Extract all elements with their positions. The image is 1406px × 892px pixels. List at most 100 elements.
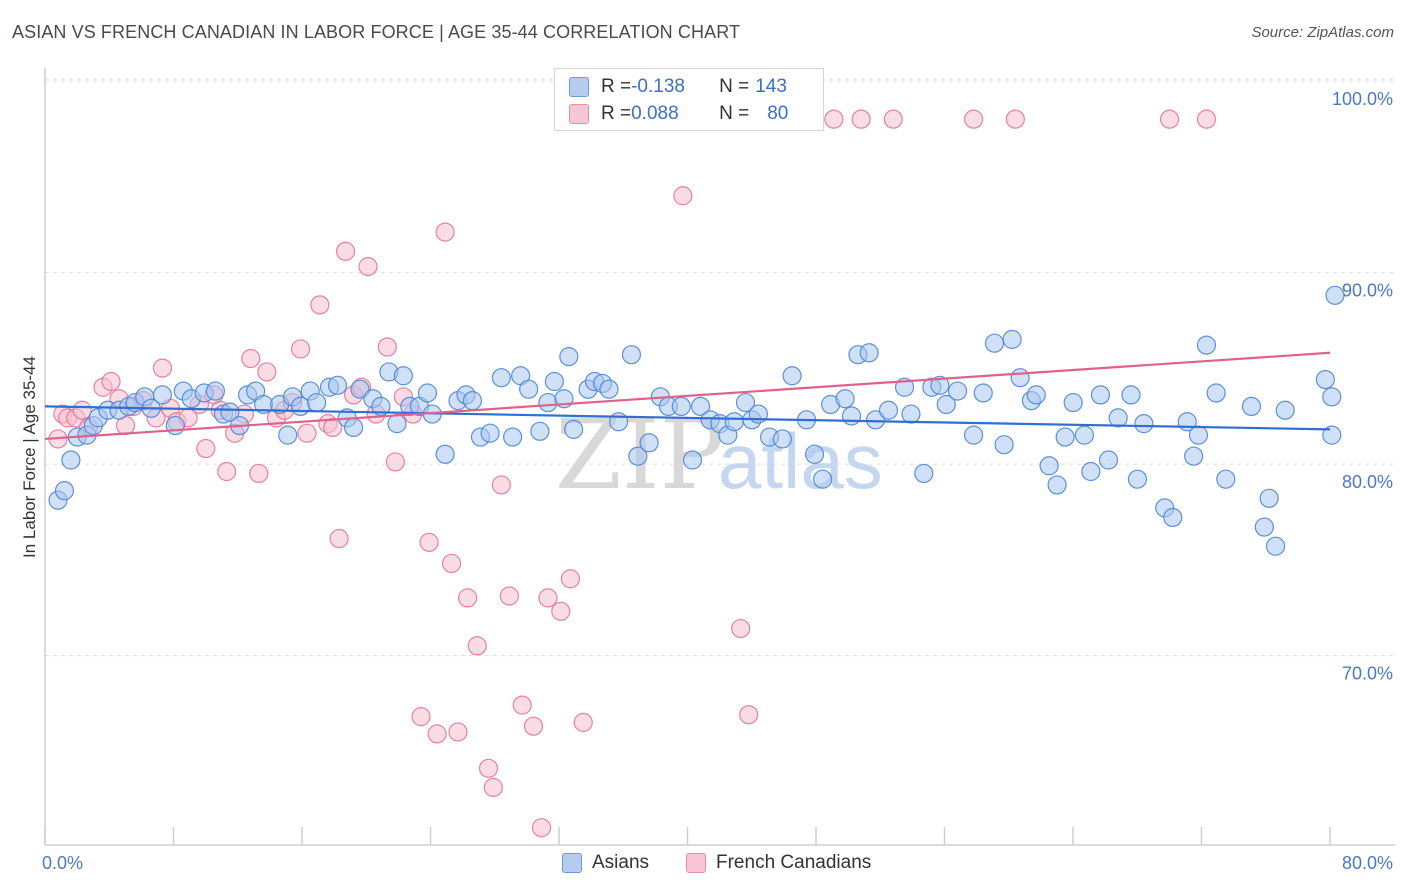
asian-point — [544, 371, 564, 392]
y-tick-label: 90.0% — [1342, 281, 1393, 301]
asian-point — [682, 450, 703, 470]
asian-point — [1090, 385, 1111, 405]
french-canadian-point — [739, 705, 759, 725]
asian-point — [930, 375, 950, 395]
french-canadian-point — [329, 528, 349, 549]
asian-point — [1074, 425, 1095, 445]
french-canadian-point — [673, 186, 693, 206]
asian-point — [735, 392, 756, 413]
asian-point — [1322, 387, 1342, 407]
bottom-legend-asians: Asians — [562, 852, 649, 874]
asian-point — [878, 400, 899, 420]
french-canadian-point — [427, 724, 447, 744]
asian-point — [435, 444, 455, 464]
asian-point — [538, 392, 558, 413]
asian-point — [1259, 488, 1279, 508]
asian-point — [1026, 385, 1046, 405]
asian-point — [599, 379, 619, 399]
asian-point — [1216, 469, 1236, 489]
asian-point — [393, 366, 413, 386]
asian-point — [973, 383, 993, 403]
asian-point — [152, 385, 173, 405]
asian-point — [1047, 475, 1067, 495]
french-canadian-point — [467, 636, 487, 656]
asian-point — [165, 415, 185, 436]
asian-point — [813, 469, 833, 489]
french-canadian-point — [560, 569, 581, 589]
bottom-asian-swatch — [562, 853, 582, 873]
french-canadian-point — [1159, 109, 1180, 129]
asian-point — [1196, 335, 1217, 355]
french-canadian-point — [385, 452, 405, 472]
asian-point — [1322, 425, 1342, 445]
asian-point — [54, 481, 75, 501]
french-r-label: R = — [601, 103, 632, 124]
french-canadian-point — [297, 423, 317, 443]
asian-point — [278, 425, 298, 445]
watermark-atlas: atlas — [718, 417, 883, 505]
asian-point — [1188, 425, 1209, 445]
asian-point — [609, 412, 629, 432]
french-canadian-point — [1005, 109, 1025, 129]
asian-point — [639, 433, 659, 453]
tick-labels: 70.0% 80.0% 90.0% 100.0% 0.0% 80.0% — [42, 89, 1393, 873]
asian-point — [628, 446, 648, 466]
asian-point — [936, 394, 956, 415]
asian-point — [621, 345, 642, 365]
asian-point — [1206, 383, 1226, 403]
asian-point — [1063, 392, 1083, 413]
y-tick-label: 70.0% — [1342, 664, 1393, 684]
french-canadian-point — [152, 358, 173, 378]
asian-point — [387, 414, 407, 434]
asian-point — [1241, 396, 1262, 416]
asian-point — [205, 381, 226, 401]
trend-lines — [44, 351, 1331, 441]
asian-point — [480, 423, 500, 443]
french-canadian-point — [249, 463, 269, 484]
french-canadian-point — [441, 553, 462, 574]
asian-point — [290, 396, 311, 416]
french-canadian-point — [483, 777, 503, 798]
bottom-asian-label: Asians — [592, 852, 650, 873]
french-canadian-point — [538, 588, 558, 608]
asian-point — [564, 419, 584, 439]
asian-swatch — [569, 77, 589, 97]
french-canadian-point — [491, 475, 511, 495]
french-trend-line — [44, 351, 1331, 441]
asian-point — [1134, 414, 1154, 434]
french-canadian-point — [531, 818, 552, 838]
asian-point — [859, 343, 879, 363]
french-canadian-point — [573, 712, 593, 732]
french-canadian-point — [217, 461, 237, 482]
french-canadian-point — [731, 618, 751, 639]
asian-point — [502, 427, 523, 447]
asian-point — [963, 425, 984, 445]
asian-point — [1265, 536, 1286, 556]
asian-point — [61, 450, 81, 470]
french-canadian-point — [883, 109, 903, 129]
asian-point — [559, 347, 579, 367]
asian-point — [1163, 507, 1183, 528]
french-canadian-point — [551, 601, 571, 621]
asian-point — [1315, 369, 1335, 390]
french-canadian-points — [48, 109, 1217, 838]
french-canadian-point — [290, 339, 311, 359]
french-canadian-point — [458, 588, 478, 608]
asian-point — [782, 366, 802, 386]
asian-point — [1055, 427, 1075, 447]
asian-point — [804, 444, 825, 464]
asian-point — [343, 417, 364, 438]
asian-point — [1184, 446, 1204, 466]
french-canadian-point — [377, 337, 397, 357]
asian-point — [841, 406, 862, 426]
asian-point — [671, 396, 691, 416]
asian-point — [530, 421, 550, 441]
asian-point — [772, 429, 793, 449]
asian-point — [894, 377, 915, 397]
asian-n-value: 143 — [755, 76, 787, 97]
asian-n-label: N = — [719, 76, 750, 97]
asian-point — [1121, 385, 1141, 405]
asian-point — [690, 396, 711, 416]
asian-point — [835, 389, 855, 409]
